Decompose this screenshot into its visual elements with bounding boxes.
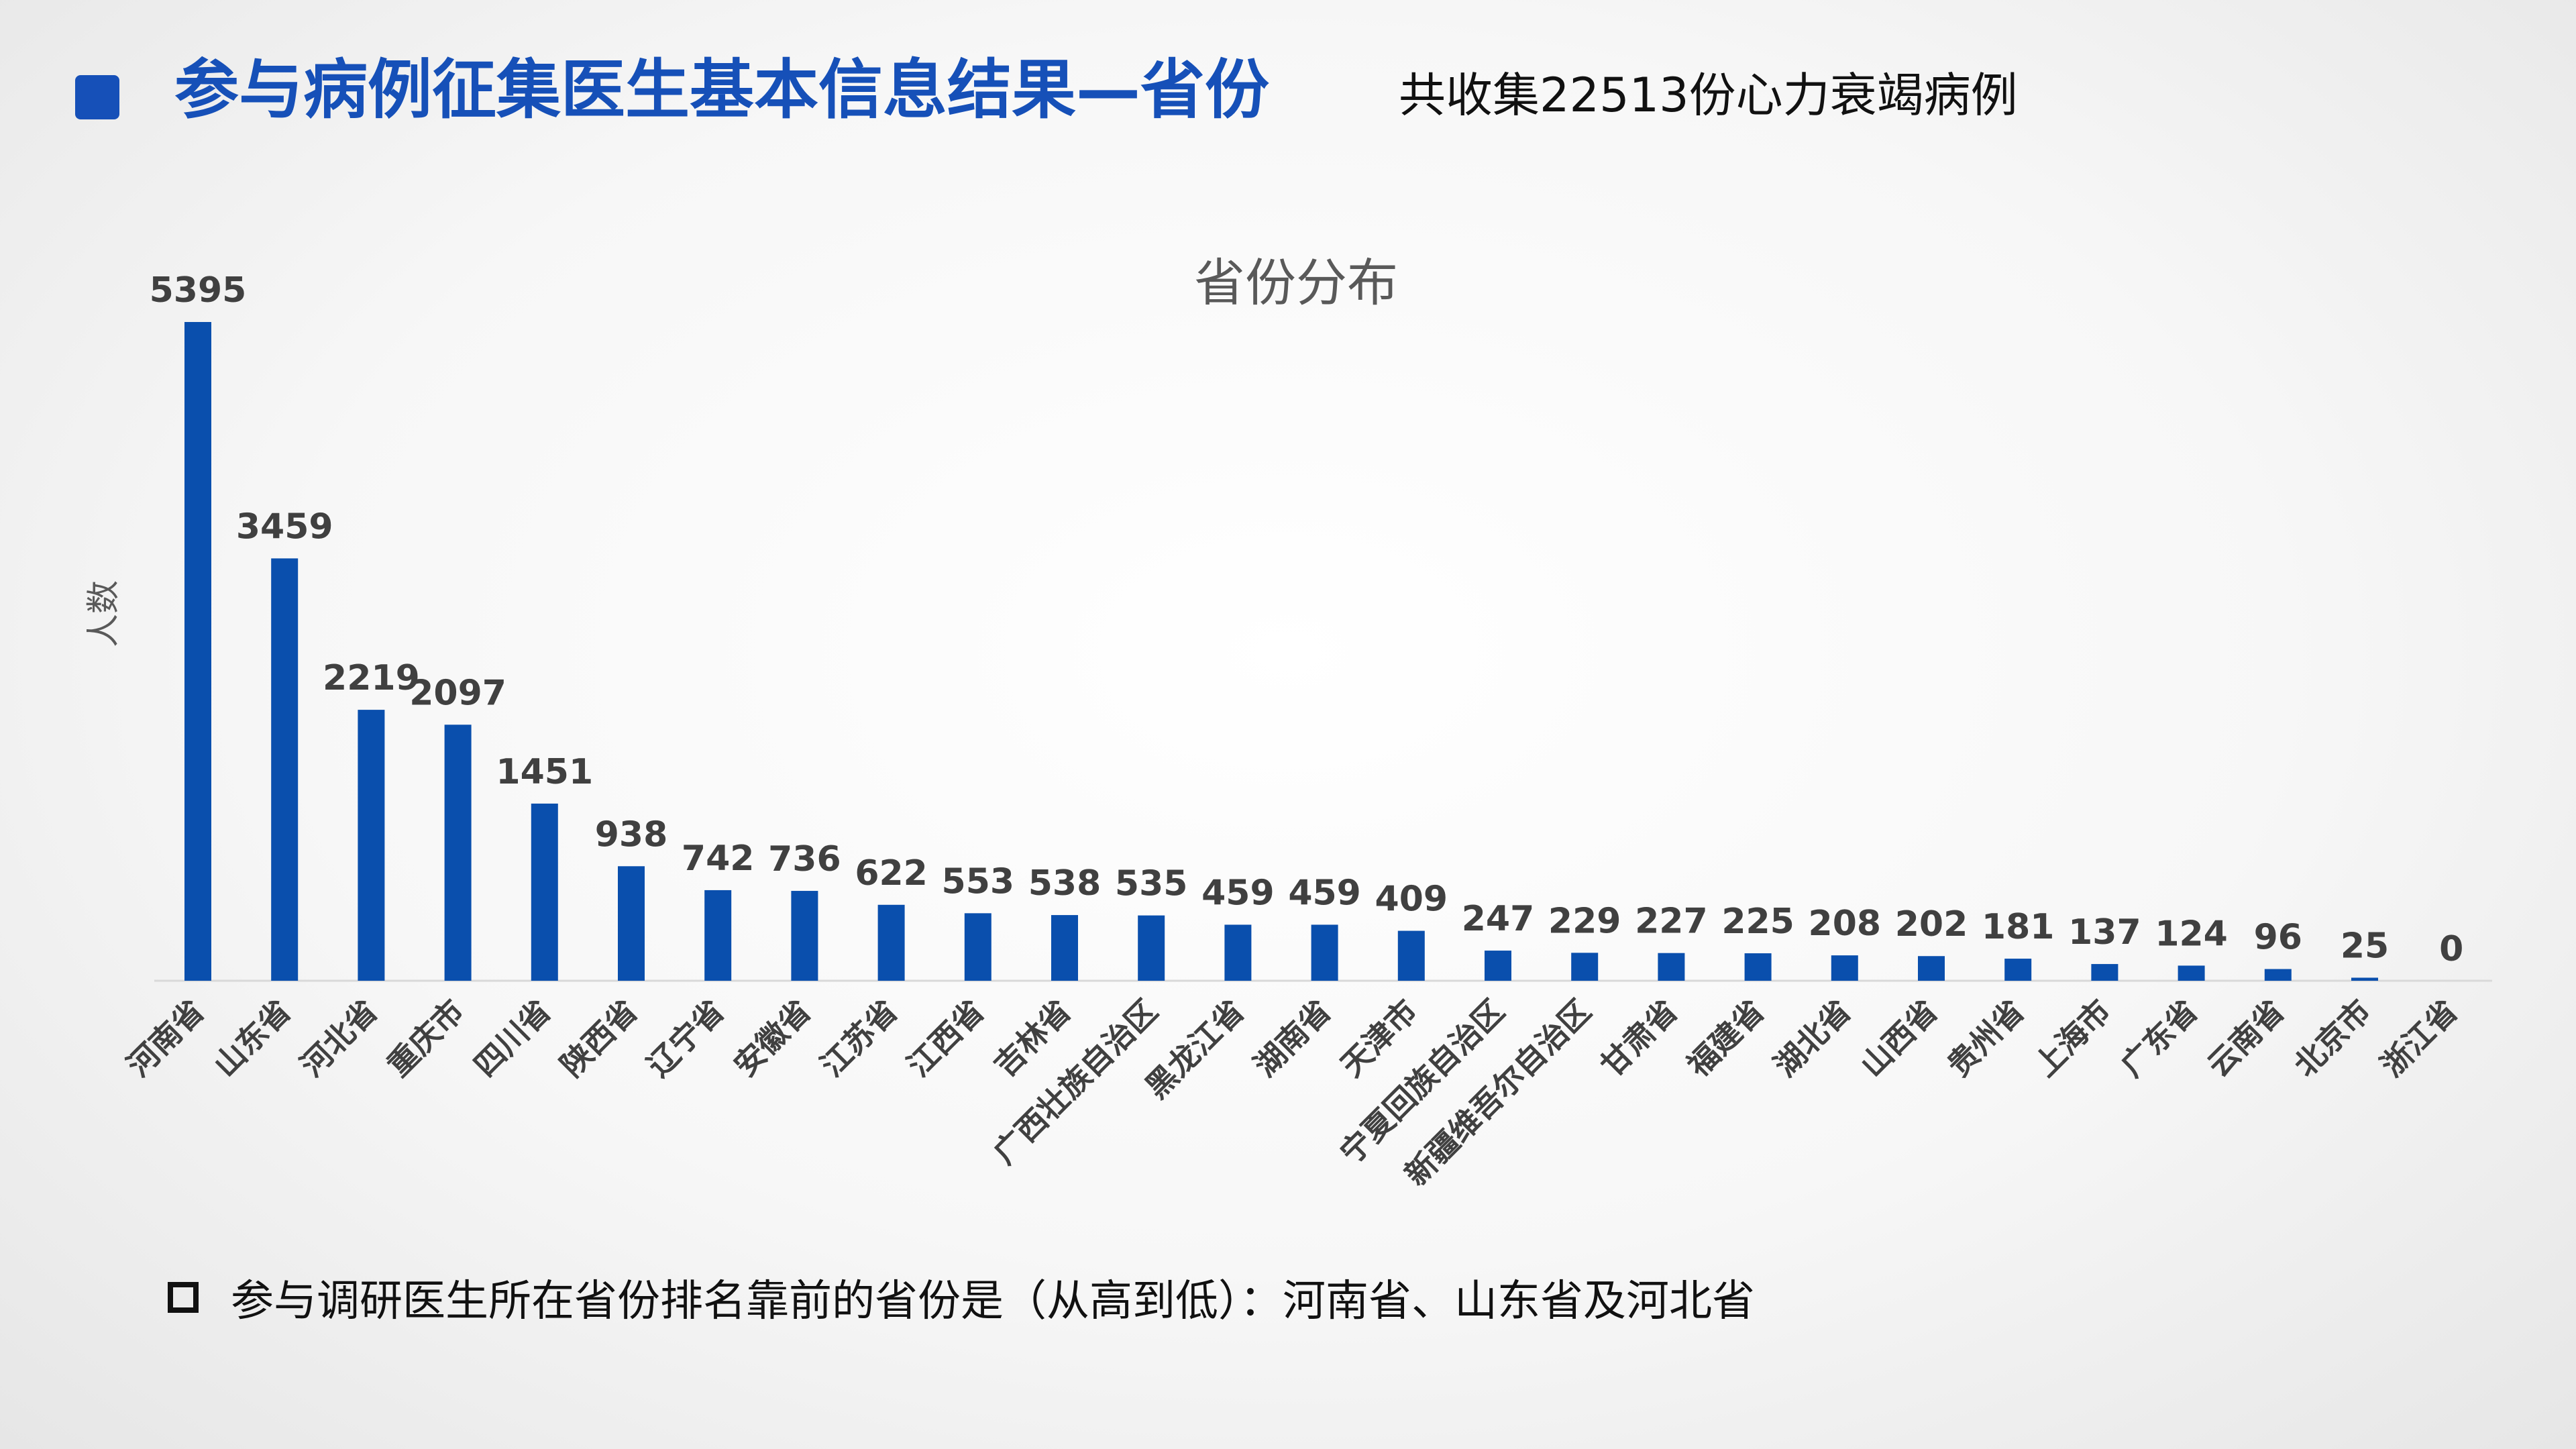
data-label: 137 bbox=[2068, 912, 2141, 953]
bar bbox=[1051, 915, 1078, 981]
bar bbox=[964, 913, 991, 981]
data-label: 538 bbox=[1028, 863, 1102, 904]
bar bbox=[1744, 953, 1772, 981]
x-tick-label: 云南省 bbox=[2200, 993, 2292, 1084]
page-subtitle: 共收集22513份心力衰竭病例 bbox=[1399, 68, 2018, 123]
data-label: 208 bbox=[1809, 904, 1882, 944]
footnote-text: 参与调研医生所在省份排名靠前的省份是（从高到低）：河南省、山东省及河北省 bbox=[231, 1277, 1755, 1326]
data-label: 96 bbox=[2254, 918, 2302, 958]
data-label: 3459 bbox=[236, 506, 333, 547]
bar bbox=[1397, 930, 1425, 981]
data-label: 225 bbox=[1721, 902, 1794, 942]
bar bbox=[271, 558, 299, 981]
x-tick-label: 四川省 bbox=[467, 993, 558, 1084]
data-label: 124 bbox=[2155, 914, 2228, 954]
bar bbox=[531, 803, 558, 981]
bar bbox=[2004, 959, 2032, 981]
bar bbox=[1658, 953, 1685, 981]
bar bbox=[1485, 951, 1511, 981]
x-tick-label: 福建省 bbox=[1680, 993, 1771, 1084]
x-tick-label: 湖北省 bbox=[1767, 993, 1858, 1084]
x-tick-label: 河南省 bbox=[120, 993, 211, 1084]
data-label: 181 bbox=[1982, 907, 2055, 947]
bar bbox=[2264, 969, 2292, 981]
bar bbox=[618, 866, 645, 981]
bar bbox=[2091, 964, 2118, 981]
bar bbox=[1311, 924, 1338, 981]
data-label: 227 bbox=[1635, 902, 1708, 942]
data-label: 736 bbox=[768, 839, 841, 879]
bar bbox=[1571, 953, 1599, 981]
x-tick-label: 重庆市 bbox=[380, 993, 472, 1084]
bar bbox=[358, 710, 385, 981]
bar bbox=[704, 890, 732, 981]
bar bbox=[444, 724, 472, 981]
bar bbox=[1138, 915, 1165, 981]
data-label: 2219 bbox=[323, 658, 420, 698]
bar bbox=[1918, 956, 1945, 981]
x-tick-label: 甘肃省 bbox=[1593, 993, 1684, 1084]
x-tick-label: 上海市 bbox=[2027, 993, 2118, 1084]
bar bbox=[2351, 977, 2378, 981]
x-tick-label: 湖南省 bbox=[1247, 993, 1338, 1084]
data-label: 202 bbox=[1895, 904, 1968, 945]
bar bbox=[791, 891, 818, 981]
bar bbox=[2178, 965, 2205, 981]
data-label: 5395 bbox=[150, 270, 247, 311]
x-tick-label: 浙江省 bbox=[2373, 993, 2465, 1084]
bar bbox=[1224, 924, 1252, 981]
x-tick-label: 北京市 bbox=[2287, 993, 2378, 1084]
data-label: 0 bbox=[2439, 929, 2463, 969]
data-label: 553 bbox=[942, 861, 1015, 902]
x-tick-label: 江苏省 bbox=[814, 993, 905, 1084]
x-tick-label: 山东省 bbox=[207, 993, 298, 1084]
checkbox-bullet-icon bbox=[168, 1282, 199, 1313]
data-label: 459 bbox=[1201, 873, 1275, 913]
bar bbox=[1831, 955, 1858, 981]
data-label: 2097 bbox=[409, 673, 506, 713]
footnote: 参与调研医生所在省份排名靠前的省份是（从高到低）：河南省、山东省及河北省 bbox=[168, 1267, 1755, 1328]
title-marker bbox=[75, 75, 119, 119]
chart-title: 省份分布 bbox=[1194, 253, 1398, 313]
x-tick-label: 山西省 bbox=[1854, 993, 1945, 1084]
bar bbox=[877, 904, 905, 981]
bar bbox=[184, 322, 211, 981]
data-label: 459 bbox=[1288, 873, 1361, 913]
data-label: 1451 bbox=[496, 752, 593, 792]
data-label: 622 bbox=[855, 853, 928, 894]
page-title: 参与病例征集医生基本信息结果—省份 bbox=[174, 52, 1269, 127]
data-label: 409 bbox=[1375, 879, 1448, 920]
data-label: 229 bbox=[1548, 901, 1621, 941]
data-label: 742 bbox=[682, 839, 755, 879]
x-tick-label: 江西省 bbox=[900, 993, 991, 1084]
data-label: 938 bbox=[595, 814, 668, 855]
x-tick-label: 广东省 bbox=[2114, 993, 2205, 1084]
data-label: 25 bbox=[2341, 926, 2389, 966]
data-label: 535 bbox=[1115, 864, 1188, 904]
x-tick-label: 安徽省 bbox=[727, 993, 818, 1084]
x-tick-label: 辽宁省 bbox=[640, 993, 731, 1084]
x-tick-label: 河北省 bbox=[293, 993, 384, 1084]
x-tick-label: 陕西省 bbox=[553, 993, 645, 1084]
x-tick-label: 贵州省 bbox=[1940, 993, 2031, 1084]
data-label: 247 bbox=[1462, 899, 1535, 939]
